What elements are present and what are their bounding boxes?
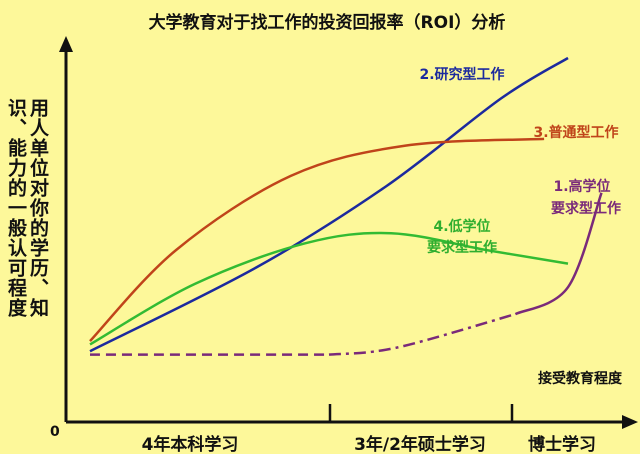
y-axis-label-col1: 用人单位对你的学历、知 (27, 98, 50, 318)
x-tick-label-0: 4年本科学习 (142, 434, 239, 454)
general-series-line (89, 137, 545, 342)
series-label-general: 3.普通型工作 (533, 124, 618, 141)
high-degree-series-line-steep (514, 192, 603, 316)
series-label-low-degree-1: 4.低学位 (433, 218, 490, 235)
series-label-high-degree-2: 要求型工作 (551, 200, 621, 217)
low-degree-series-line (89, 231, 569, 346)
research-series-line (89, 56, 569, 353)
x-axis-label: 接受教育程度 (538, 370, 623, 387)
y-axis-label-col2: 识、能力的一般认可程度 (5, 98, 27, 318)
series-layer (89, 56, 603, 356)
x-tick-label-2: 博士学习 (528, 434, 596, 454)
series-label-low-degree-2: 要求型工作 (427, 239, 497, 256)
y-axis-arrow (59, 36, 73, 52)
origin-label: 0 (50, 424, 60, 440)
chart-title: 大学教育对于找工作的投资回报率（ROI）分析 (149, 12, 506, 33)
x-axis-arrow (622, 415, 638, 429)
series-label-high-degree-1: 1.高学位 (553, 178, 610, 195)
x-tick-label-1: 3年/2年硕士学习 (354, 434, 486, 454)
series-label-research: 2.研究型工作 (419, 66, 504, 83)
high-degree-series-line-rise (328, 312, 516, 356)
